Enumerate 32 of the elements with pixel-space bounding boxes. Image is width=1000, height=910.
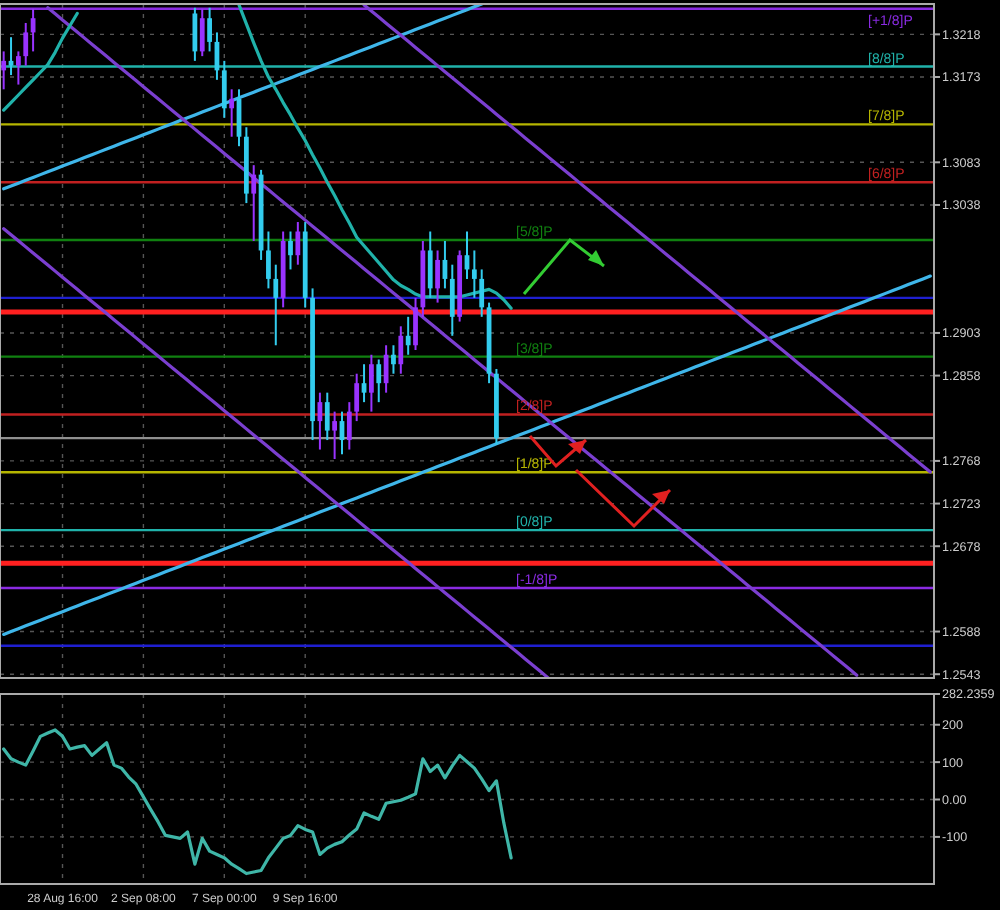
candlestick xyxy=(376,358,382,404)
candlestick xyxy=(16,50,21,86)
line-series xyxy=(362,4,932,474)
candlestick xyxy=(346,401,352,451)
candlestick xyxy=(199,7,205,58)
candlestick xyxy=(229,88,235,138)
candlestick xyxy=(479,268,485,318)
line-series xyxy=(2,274,932,636)
candlestick xyxy=(251,164,257,242)
candlestick xyxy=(23,21,29,67)
line-series xyxy=(2,728,513,876)
candlestick xyxy=(207,6,212,53)
candlestick xyxy=(295,221,301,266)
candlestick xyxy=(332,410,338,461)
candlestick xyxy=(369,353,374,413)
candlestick xyxy=(427,230,433,299)
candlestick xyxy=(405,315,411,356)
candlestick xyxy=(273,263,279,347)
candlestick xyxy=(398,325,404,375)
candlestick xyxy=(288,230,293,271)
candlestick xyxy=(266,230,271,290)
line-series xyxy=(2,4,484,191)
candlestick xyxy=(391,344,396,375)
candlestick xyxy=(435,249,440,304)
candlestick xyxy=(192,6,198,62)
candlestick xyxy=(354,372,360,423)
candlestick xyxy=(449,263,455,337)
candlestick xyxy=(471,249,477,299)
candlestick xyxy=(221,59,227,119)
line-series xyxy=(46,6,859,677)
candlestick xyxy=(324,391,330,442)
candlestick xyxy=(1,50,7,91)
